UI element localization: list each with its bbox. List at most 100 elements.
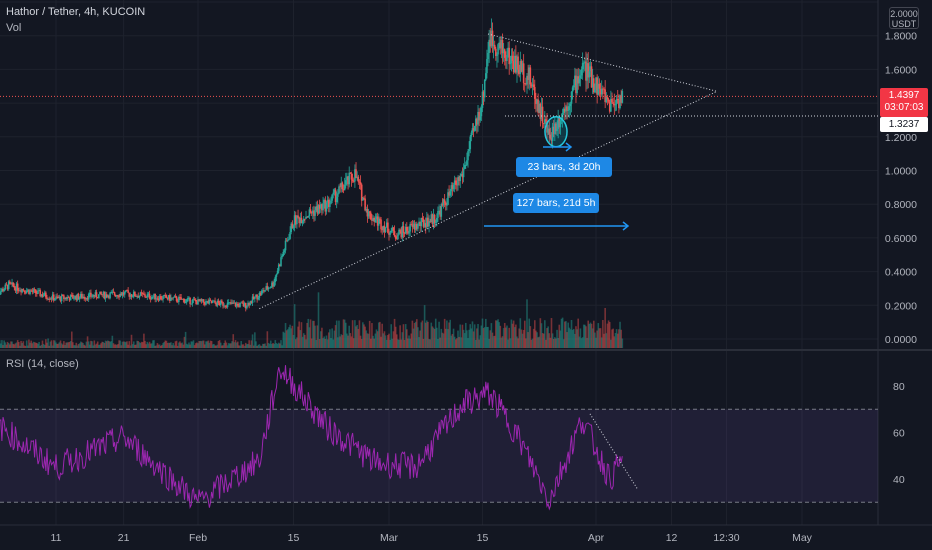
candle-body bbox=[531, 84, 534, 87]
candle-body bbox=[100, 291, 102, 295]
volume-bar bbox=[113, 344, 116, 348]
volume-bar bbox=[91, 341, 93, 348]
volume-bar bbox=[288, 327, 290, 348]
volume-bar bbox=[274, 340, 277, 348]
candle-body bbox=[128, 292, 131, 297]
candle-body bbox=[51, 294, 54, 300]
drawings[interactable] bbox=[0, 33, 878, 310]
volume-bar bbox=[541, 333, 544, 348]
volume-bar bbox=[586, 337, 588, 348]
volume-bar bbox=[267, 342, 270, 348]
volume-legend[interactable]: Vol bbox=[6, 22, 22, 34]
volume-bar bbox=[412, 328, 415, 348]
candle-body bbox=[64, 297, 66, 299]
candle-body bbox=[56, 296, 58, 298]
volume-bar bbox=[229, 343, 231, 348]
volume-bar bbox=[574, 333, 576, 348]
candle-body bbox=[29, 290, 31, 294]
volume-bar bbox=[511, 323, 514, 348]
volume-bar bbox=[140, 341, 143, 348]
candle-body bbox=[73, 298, 75, 300]
long-range-label[interactable]: 127 bars, 21d 5h bbox=[513, 193, 599, 213]
volume-bar bbox=[307, 318, 310, 348]
candle-body bbox=[202, 299, 205, 303]
volume-bar bbox=[352, 338, 355, 348]
candle-body bbox=[330, 200, 332, 204]
candle-body bbox=[490, 30, 493, 47]
volume-bar bbox=[439, 337, 441, 348]
candle-body bbox=[110, 292, 113, 293]
candle-body bbox=[140, 292, 143, 294]
currency-label[interactable]: 2.0000 USDT bbox=[889, 7, 919, 29]
candle-body bbox=[147, 293, 150, 295]
volume-bar bbox=[503, 322, 506, 348]
candle-body bbox=[251, 296, 254, 303]
candle-body bbox=[87, 294, 90, 300]
volume-bar bbox=[555, 338, 557, 348]
symbol-legend[interactable]: Hathor / Tether, 4h, KUCOIN bbox=[6, 6, 146, 18]
short-range-label[interactable]: 23 bars, 3d 20h bbox=[516, 157, 612, 177]
volume-bar bbox=[418, 337, 420, 348]
candle-body bbox=[47, 299, 49, 300]
candle-body bbox=[428, 221, 430, 227]
candle-body bbox=[349, 172, 352, 174]
time-tick-label: Feb bbox=[189, 532, 207, 544]
candle-body bbox=[502, 49, 505, 54]
candle-body bbox=[109, 292, 111, 299]
candle-body bbox=[403, 232, 406, 234]
candle-body bbox=[595, 77, 597, 91]
volume-bar bbox=[424, 322, 427, 348]
volume-bar bbox=[75, 342, 78, 348]
candle-body bbox=[379, 218, 381, 220]
rsi-line bbox=[0, 365, 623, 511]
volume-bar bbox=[282, 331, 285, 348]
candle-body bbox=[85, 297, 88, 300]
candle-body bbox=[39, 290, 42, 297]
volume-bar bbox=[588, 323, 591, 348]
volume-bar bbox=[443, 318, 446, 348]
rsi-legend[interactable]: RSI (14, close) bbox=[6, 358, 79, 370]
volume-bar bbox=[179, 341, 181, 348]
candle-body bbox=[180, 297, 182, 300]
candle-body bbox=[34, 289, 37, 294]
volume-bar bbox=[550, 318, 553, 348]
candle-body bbox=[621, 91, 624, 103]
volume-bar bbox=[130, 334, 133, 348]
candle-body bbox=[169, 295, 171, 301]
time-tick-label: 11 bbox=[51, 532, 62, 544]
volume-bar bbox=[615, 329, 618, 348]
volume-bar bbox=[180, 343, 182, 348]
candle-body bbox=[468, 149, 470, 152]
volume-bar bbox=[188, 342, 190, 348]
volume-bar bbox=[480, 325, 483, 348]
volume-bar bbox=[108, 341, 110, 348]
volume-bar bbox=[215, 345, 217, 348]
volume-bar bbox=[61, 344, 64, 348]
time-axis[interactable]: 11 21 Feb 15 Mar 15 Apr 12 12:30 May bbox=[51, 532, 813, 544]
candle-body bbox=[368, 211, 371, 213]
volume-bar bbox=[248, 340, 250, 348]
candle-body bbox=[192, 299, 195, 301]
candle-body bbox=[366, 209, 369, 217]
candle-body bbox=[414, 224, 417, 230]
candle-body bbox=[407, 230, 409, 234]
volume-bar bbox=[287, 329, 289, 348]
candle-body bbox=[603, 88, 605, 90]
volume-bar bbox=[76, 345, 79, 348]
volume-bar bbox=[34, 342, 37, 348]
candle-body bbox=[289, 232, 291, 239]
volume-bar bbox=[568, 327, 571, 348]
candle-body bbox=[141, 293, 144, 295]
candle-body bbox=[280, 257, 282, 267]
volume-bar bbox=[257, 344, 260, 348]
candle-body bbox=[351, 179, 354, 182]
candle-body bbox=[211, 301, 214, 304]
volume-bar bbox=[152, 340, 154, 348]
candle-body bbox=[136, 295, 138, 297]
volume-bar bbox=[103, 342, 106, 348]
volume-bar bbox=[305, 339, 307, 348]
volume-bar bbox=[354, 320, 356, 348]
price-axis[interactable]: 1.80001.60001.40001.20001.00000.80000.60… bbox=[885, 31, 917, 346]
volume-bar bbox=[600, 337, 603, 348]
